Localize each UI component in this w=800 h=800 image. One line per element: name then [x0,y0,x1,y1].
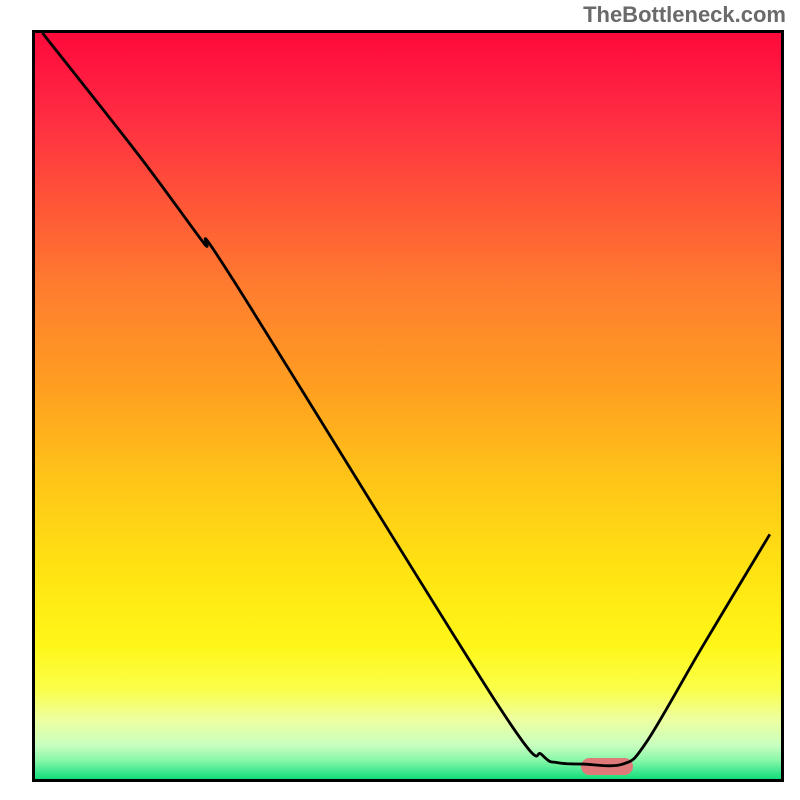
plot-area [32,30,784,782]
watermark-text: TheBottleneck.com [583,2,786,28]
bottleneck-curve [35,33,781,779]
chart-container: TheBottleneck.com [0,0,800,800]
